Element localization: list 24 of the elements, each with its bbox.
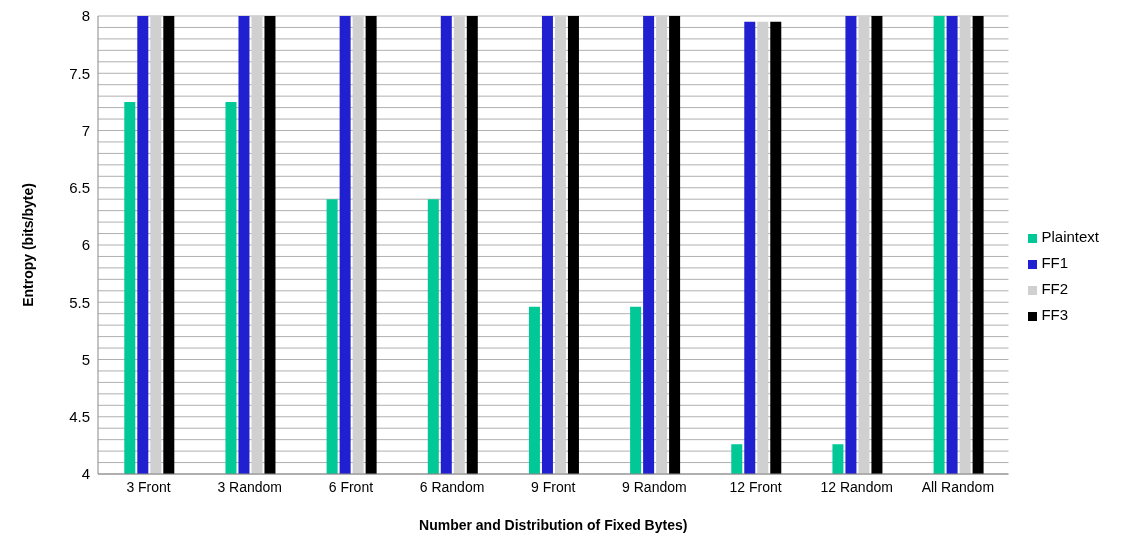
- y-tick-label: 7.5: [69, 64, 90, 82]
- x-tick-label: 9 Front: [531, 478, 576, 495]
- x-axis-title: Number and Distribution of Fixed Bytes): [419, 517, 688, 533]
- x-tick-label: All Random: [921, 478, 995, 495]
- legend-label: FF2: [1041, 280, 1069, 297]
- y-tick-label: 7: [81, 121, 90, 139]
- y-tick-label: 4: [81, 465, 90, 483]
- y-tick-label: 8: [81, 7, 90, 25]
- y-tick-label: 6.5: [69, 179, 90, 197]
- x-tick-label: 6 Front: [328, 478, 374, 495]
- x-tick-label: 6 Random: [419, 478, 485, 495]
- x-tick-label: 12 Front: [729, 478, 782, 495]
- y-tick-label: 6: [81, 236, 90, 254]
- x-tick-label: 12 Random: [820, 478, 893, 495]
- y-axis-title: Entropy (bits/byte): [19, 183, 36, 307]
- legend-label: Plaintext: [1041, 228, 1099, 245]
- y-tick-label: 4.5: [69, 408, 90, 426]
- x-tick-label: 9 Random: [622, 478, 687, 495]
- x-tick-label: 3 Front: [126, 478, 171, 495]
- y-tick-label: 5.5: [69, 293, 90, 311]
- y-tick-label: 5: [81, 350, 90, 368]
- legend-label: FF1: [1041, 254, 1069, 271]
- legend-label: FF3: [1041, 306, 1069, 323]
- x-tick-label: 3 Random: [217, 478, 283, 495]
